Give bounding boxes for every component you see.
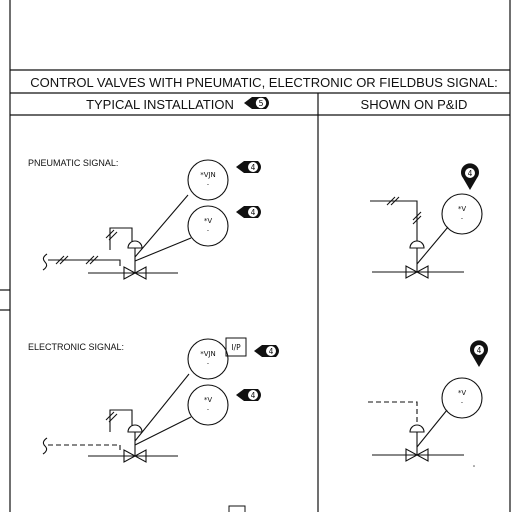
note-flag-pneumatic-top: 4: [236, 161, 261, 173]
instrument-bubble: [441, 193, 483, 235]
electronic-signal-label: ELECTRONIC SIGNAL:: [28, 342, 124, 352]
note-flag-number: 4: [269, 347, 274, 356]
note-flag-pneumatic-bottom: 4: [236, 206, 261, 218]
bubble-tag: *V: [204, 396, 213, 404]
control-valve-body: [405, 265, 429, 279]
pneumatic-hash: [89, 255, 99, 265]
pneumatic-hash: [55, 255, 65, 265]
diaphragm-actuator: [127, 240, 143, 249]
instrument-bubble: [441, 377, 483, 419]
note-flag-electronic-top: 4: [254, 345, 279, 357]
diaphragm-actuator: [127, 424, 143, 433]
diaphragm-actuator: [409, 424, 425, 433]
bubble-sub: -: [461, 399, 463, 406]
pneumatic-hash: [105, 229, 115, 239]
pid-pneumatic-lines: [370, 196, 464, 279]
instrument-bubble: [187, 159, 229, 201]
ip-converter-box: I/P: [225, 337, 247, 357]
bubble-sub: -: [207, 360, 209, 367]
speck: [473, 465, 475, 467]
note-flag-5: 5: [244, 97, 269, 109]
pneumatic-hash: [412, 215, 422, 225]
electronic-bubble-v: *V -: [187, 384, 229, 426]
note-flag-circle: [248, 207, 258, 217]
pneumatic-hash: [108, 231, 118, 241]
bubble-sub: -: [207, 227, 209, 234]
instrument-bubble: [187, 205, 229, 247]
pneumatic-bubble-v: *V -: [187, 205, 229, 247]
connection-line-top-bubble: [134, 194, 189, 258]
pneumatic-hash: [390, 196, 400, 206]
instrument-bubble: [187, 338, 229, 380]
converter-label: I/P: [231, 343, 241, 352]
connection-line: [416, 226, 449, 265]
electronic-signal-line: [48, 444, 121, 450]
bubble-tag: *V: [458, 389, 467, 397]
note-flag-circle: [248, 390, 258, 400]
connection-line-bottom-bubble: [134, 416, 192, 446]
connection-line-top-bubble: [134, 373, 190, 442]
pneumatic-installation-lines: [42, 194, 192, 280]
note-flag-circle: [248, 162, 258, 172]
note-pin-circle: [474, 345, 484, 355]
note-flag-number: 4: [251, 208, 256, 217]
control-valve-body: [123, 449, 147, 463]
bubble-sub: -: [207, 406, 209, 413]
note-flag-electronic-bottom: 4: [236, 389, 261, 401]
note-flag-number: 4: [251, 391, 256, 400]
pid-electronic-note-pin: 4: [470, 340, 488, 367]
pneumatic-hash: [108, 413, 118, 423]
air-supply-line: [48, 259, 121, 266]
note-flag-circle: [255, 97, 267, 109]
pneumatic-signal-label: PNEUMATIC SIGNAL:: [28, 158, 118, 168]
bubble-sub: -: [207, 181, 209, 188]
pid-electronic-bubble: *V -: [441, 377, 483, 419]
line-break-symbol: [42, 253, 48, 271]
column-header-shown-on-pid: SHOWN ON P&ID: [361, 97, 468, 112]
pneumatic-hash: [412, 211, 422, 221]
pneumatic-bubble-vjn: *VJN -: [187, 159, 229, 201]
partial-box-bottom: [228, 505, 246, 512]
control-valve-body: [405, 448, 429, 462]
note-flag-number: 5: [258, 99, 263, 108]
bubble-tag: *V: [204, 217, 213, 225]
electronic-installation-lines: [42, 373, 192, 463]
bubble-sub: -: [461, 215, 463, 222]
diaphragm-actuator: [409, 240, 425, 249]
converter-box: [225, 337, 247, 357]
connection-line-bottom-bubble: [134, 237, 192, 262]
note-flag-circle: [266, 346, 276, 356]
pid-pneumatic-bubble: *V -: [441, 193, 483, 235]
connection-line: [416, 409, 448, 448]
pneumatic-hash: [85, 255, 95, 265]
pid-pneumatic-note-pin: 4: [461, 163, 479, 190]
bubble-tag: *V: [458, 205, 467, 213]
table-title: CONTROL VALVES WITH PNEUMATIC, ELECTRONI…: [30, 75, 498, 90]
bubble-tag: *VJN: [200, 171, 216, 179]
bubble-tag: *VJN: [200, 350, 216, 358]
note-pin-number: 4: [477, 346, 482, 355]
signal-line: [370, 200, 418, 241]
electronic-signal-line: [368, 401, 418, 425]
pneumatic-hash: [59, 255, 69, 265]
column-header-typical-installation: TYPICAL INSTALLATION: [86, 97, 234, 112]
note-pin-number: 4: [468, 169, 473, 178]
line-break-symbol: [42, 437, 48, 455]
pid-electronic-lines: [368, 401, 464, 462]
control-valve-body: [123, 266, 147, 280]
pneumatic-hash: [386, 196, 396, 206]
electronic-bubble-vjn: *VJN -: [187, 338, 229, 380]
note-flag-number: 4: [251, 163, 256, 172]
instrument-bubble: [187, 384, 229, 426]
pneumatic-hash: [105, 411, 115, 421]
note-pin-circle: [465, 168, 475, 178]
